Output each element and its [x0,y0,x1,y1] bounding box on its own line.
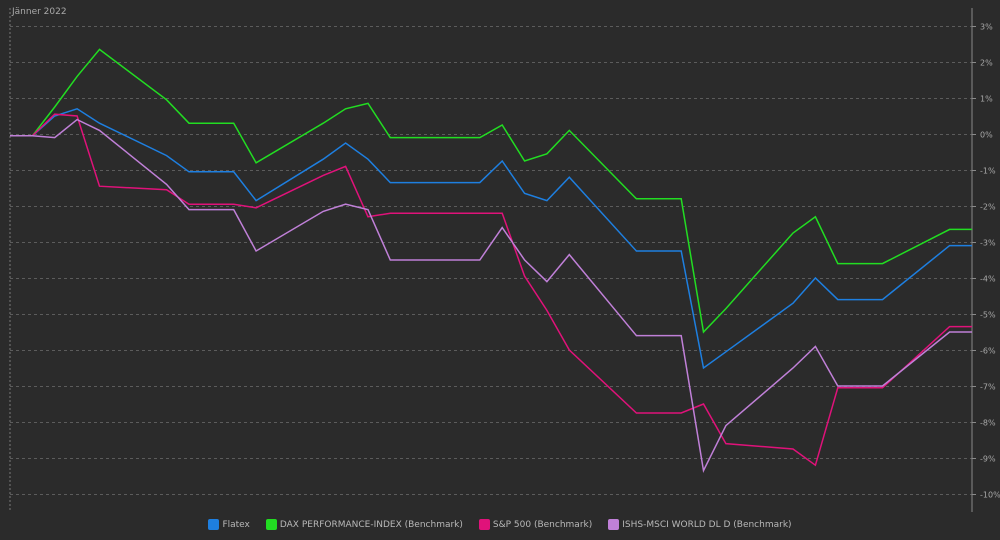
series-lines [10,48,972,474]
legend-item[interactable]: ISHS-MSCI WORLD DL D (Benchmark) [608,519,792,530]
y-tick-label: -9% [980,455,996,464]
series-line-2 [10,113,972,467]
y-tick-label: 1% [980,95,993,104]
period-label: Jänner 2022 [12,7,67,17]
legend-swatch [478,519,490,530]
axes [9,8,973,512]
legend-swatch [265,519,277,530]
y-tick-label: -4% [980,275,996,284]
y-tick-label: 3% [980,23,993,32]
y-tick-label: -10% [980,491,1000,500]
y-axis-ticks: 3% 2% 1% 0% -1% -2% -3% -4% -5% -6% -7% -8% -9% -10% [972,23,1000,500]
y-tick-label: 2% [980,59,993,68]
series-line-1 [10,48,972,334]
y-tick-label: -3% [980,239,996,248]
y-tick-label: -1% [980,167,996,176]
y-tick-label: -8% [980,419,996,428]
legend-item[interactable]: DAX PERFORMANCE-INDEX (Benchmark) [265,519,463,530]
series-line-0 [10,107,972,370]
legend-swatch [208,519,220,530]
y-tick-label: -7% [980,383,996,392]
legend-label: S&P 500 (Benchmark) [492,519,593,530]
legend-label: DAX PERFORMANCE-INDEX (Benchmark) [279,519,463,530]
legend: Flatex DAX PERFORMANCE-INDEX (Benchmark) S… [0,519,1000,530]
series-line-3 [10,118,972,474]
legend-swatch [608,519,620,530]
y-tick-label: 0% [980,131,993,140]
y-tick-label: -6% [980,347,996,356]
legend-label: ISHS-MSCI WORLD DL D (Benchmark) [622,519,792,530]
legend-label: Flatex [222,519,250,530]
legend-item[interactable]: Flatex [208,519,250,530]
legend-item[interactable]: S&P 500 (Benchmark) [478,519,593,530]
y-tick-label: -2% [980,203,996,212]
line-chart: 3% 2% 1% 0% -1% -2% -3% -4% -5% -6% -7% -8% -9% -10% [9,8,1000,512]
y-tick-label: -5% [980,311,996,320]
